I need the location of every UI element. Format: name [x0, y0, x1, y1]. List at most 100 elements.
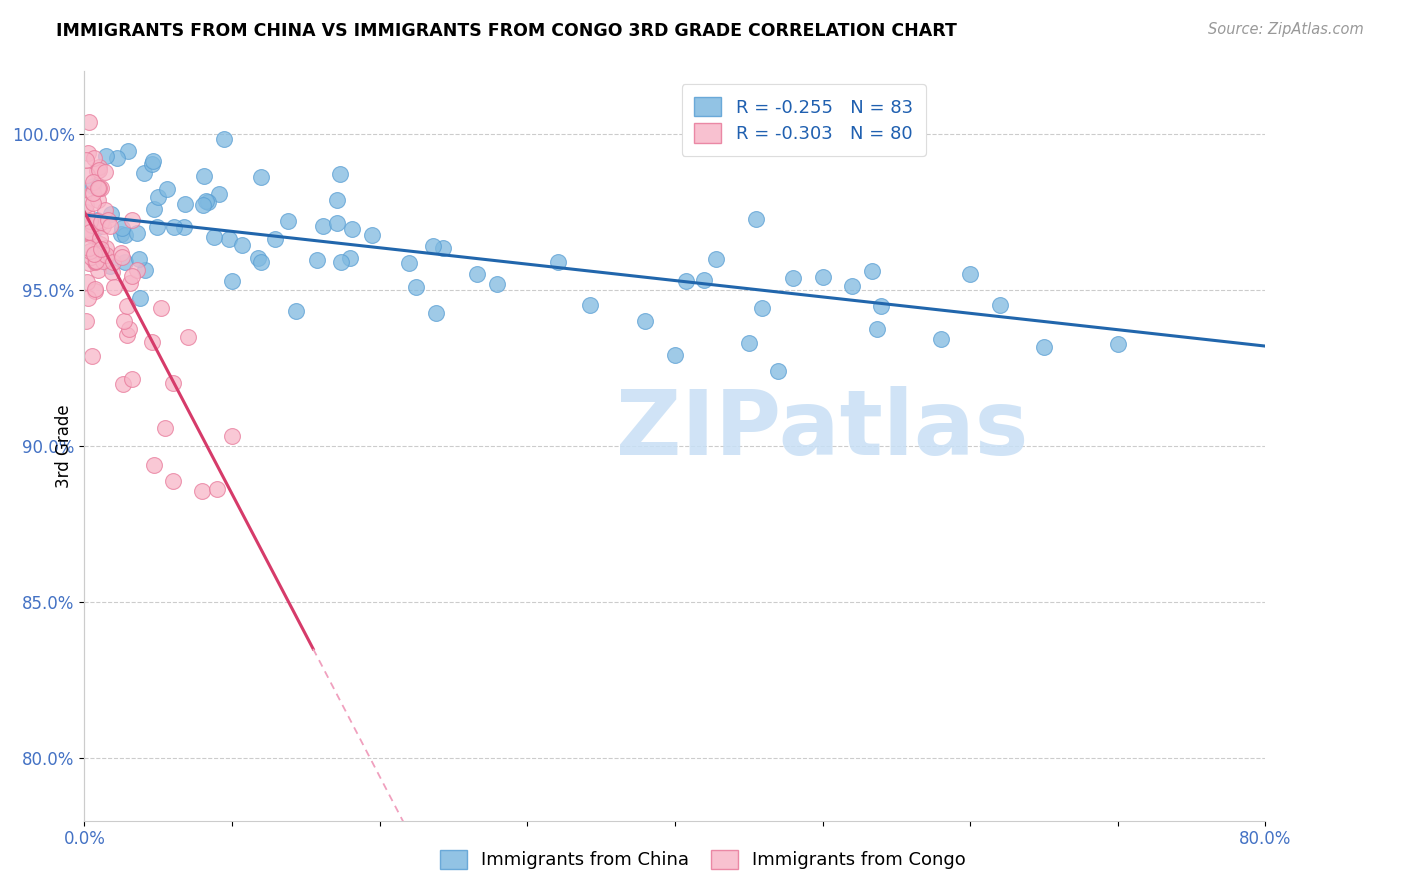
Point [82, 175, 104, 189]
Point [111, 220, 134, 235]
Point [121, 372, 143, 386]
Point [141, 335, 163, 350]
Point [84, 254, 107, 268]
Point [94, 241, 117, 255]
Point [634, 314, 657, 328]
Point [141, 157, 163, 171]
Point [82, 196, 104, 211]
Point [77, 226, 100, 240]
Point [84, 282, 107, 296]
Point [841, 278, 863, 293]
Point [149, 301, 172, 316]
Point [77, 241, 100, 255]
Point [80, 218, 103, 232]
Point [84, 255, 107, 269]
Point [87, 161, 110, 175]
Point [307, 252, 329, 267]
Point [79, 244, 101, 259]
Point [675, 274, 697, 288]
Point [117, 144, 139, 158]
Point [91, 219, 114, 233]
Point [197, 194, 219, 209]
Point [87, 162, 110, 177]
Point [125, 262, 148, 277]
Point [94, 149, 117, 163]
Point [93, 203, 115, 218]
Point [115, 299, 138, 313]
Point [94, 247, 117, 261]
Point [87, 181, 110, 195]
Point [134, 262, 156, 277]
Point [208, 186, 231, 201]
Point [221, 275, 243, 289]
Point [82, 179, 104, 194]
Point [325, 216, 347, 230]
Point [76, 168, 98, 182]
Point [693, 273, 716, 287]
Point [86, 213, 108, 227]
Point [120, 276, 142, 290]
Point [329, 167, 352, 181]
Point [221, 429, 243, 443]
Point [142, 202, 165, 217]
Point [339, 252, 361, 266]
Point [250, 169, 273, 184]
Point [77, 145, 100, 160]
Point [89, 181, 111, 195]
Point [98, 259, 121, 273]
Legend: Immigrants from China, Immigrants from Congo: Immigrants from China, Immigrants from C… [430, 841, 976, 879]
Point [75, 205, 97, 219]
Point [110, 227, 132, 241]
Point [1107, 337, 1129, 351]
Point [865, 322, 887, 336]
Point [79, 226, 101, 240]
Point [860, 263, 883, 277]
Legend: R = -0.255   N = 83, R = -0.303   N = 80: R = -0.255 N = 83, R = -0.303 N = 80 [682, 84, 925, 155]
Point [143, 458, 166, 472]
Point [177, 330, 200, 344]
Point [90, 243, 112, 257]
Point [105, 151, 128, 165]
Point [91, 246, 114, 260]
Point [959, 267, 981, 281]
Point [128, 292, 150, 306]
Point [1372, 373, 1395, 387]
Point [90, 181, 112, 195]
Point [579, 298, 602, 312]
Point [76, 275, 98, 289]
Point [79, 227, 101, 241]
Point [218, 232, 240, 246]
Point [929, 332, 952, 346]
Point [207, 482, 229, 496]
Point [263, 232, 285, 246]
Point [340, 221, 363, 235]
Point [277, 213, 299, 227]
Point [664, 348, 686, 362]
Text: Source: ZipAtlas.com: Source: ZipAtlas.com [1208, 22, 1364, 37]
Point [768, 364, 790, 378]
Point [194, 194, 217, 208]
Point [142, 153, 165, 168]
Point [285, 303, 308, 318]
Point [173, 219, 195, 234]
Point [121, 268, 143, 283]
Point [75, 314, 97, 328]
Point [246, 251, 269, 265]
Point [112, 313, 135, 327]
Point [146, 189, 169, 203]
Point [125, 226, 148, 240]
Point [103, 280, 125, 294]
Point [86, 213, 108, 227]
Point [117, 327, 139, 342]
Point [432, 242, 454, 256]
Point [174, 197, 197, 211]
Point [191, 483, 214, 498]
Point [132, 166, 155, 180]
Point [988, 298, 1011, 312]
Point [738, 335, 761, 350]
Point [162, 376, 184, 390]
Point [75, 197, 97, 211]
Point [75, 153, 97, 168]
Point [114, 228, 136, 243]
Point [86, 164, 108, 178]
